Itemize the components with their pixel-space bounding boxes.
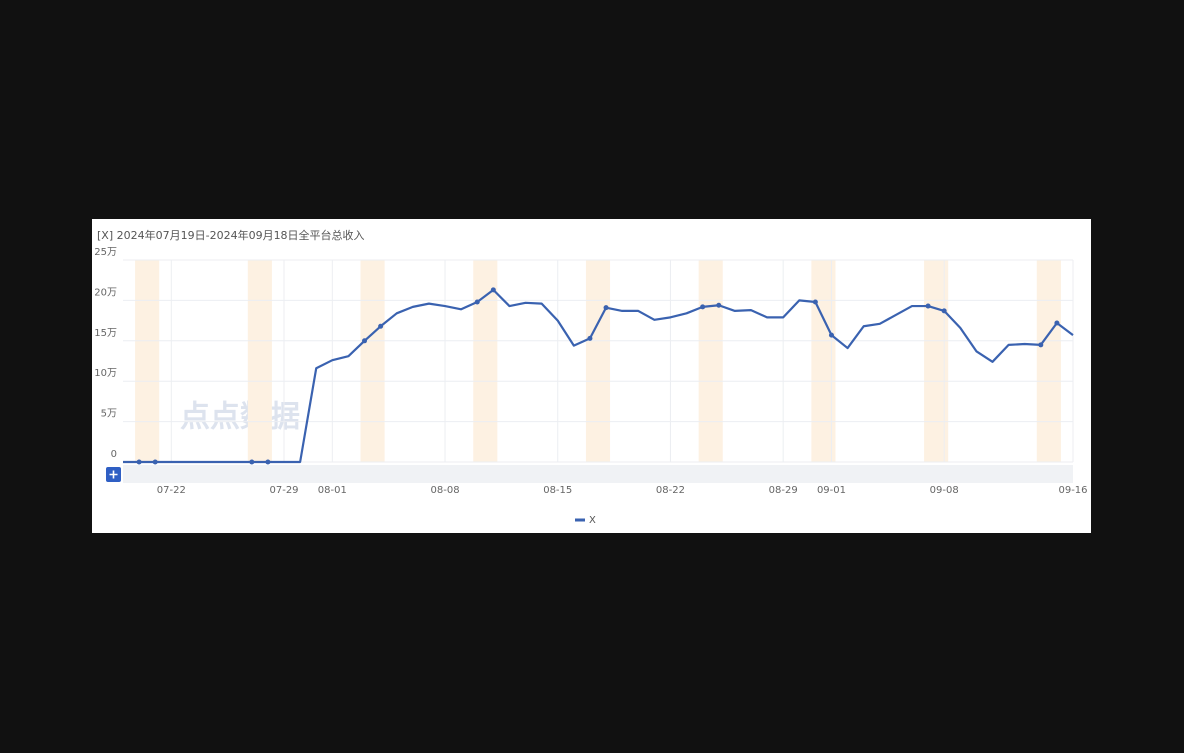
- point: [1054, 320, 1060, 326]
- point: [265, 459, 271, 465]
- point: [1038, 342, 1044, 348]
- point: [828, 332, 834, 338]
- x-tick-label: 07-29: [269, 485, 298, 496]
- y-tick-label: 0: [111, 449, 117, 460]
- weekend-band: [585, 260, 611, 462]
- x-tick-label: 09-16: [1058, 485, 1087, 496]
- weekend-band: [698, 260, 723, 462]
- point: [152, 459, 158, 465]
- point: [362, 338, 368, 344]
- y-tick-label: 20万: [94, 287, 117, 298]
- x-tick-label: 08-22: [656, 485, 685, 496]
- x-tick-label: 08-15: [543, 485, 572, 496]
- x-tick-label: 07-22: [157, 485, 186, 496]
- x-tick-label: 08-01: [318, 485, 347, 496]
- y-tick-label: 25万: [94, 247, 117, 258]
- point: [378, 323, 384, 329]
- point: [603, 305, 609, 311]
- point: [716, 302, 722, 308]
- weekend-band: [247, 260, 272, 462]
- y-tick-label: 5万: [101, 409, 117, 420]
- point: [249, 459, 255, 465]
- line: [123, 288, 1074, 464]
- watermark: 点点数据: [180, 400, 300, 435]
- point: [587, 335, 593, 341]
- weekend-band: [360, 260, 385, 462]
- x-tick-label: 09-01: [817, 485, 846, 496]
- y-tick-label: 10万: [94, 368, 117, 379]
- point: [136, 459, 142, 465]
- scroll-track: [123, 465, 1073, 483]
- x-tick-label: 08-29: [769, 485, 798, 496]
- y-tick-label: 15万: [94, 328, 117, 339]
- x-tick-label: 09-08: [930, 485, 959, 496]
- chart-title: [X] 2024年07月19日-2024年09月18日全平台总收入: [97, 228, 365, 242]
- point: [812, 299, 818, 305]
- legend-swatch: [575, 518, 585, 522]
- x-tick-label: 08-08: [431, 485, 460, 496]
- point: [490, 287, 496, 293]
- point: [474, 299, 480, 305]
- point: [700, 304, 706, 310]
- legend-label: X: [589, 515, 596, 526]
- point: [941, 308, 947, 314]
- weekend-band: [135, 260, 160, 462]
- point: [925, 303, 931, 309]
- plus-icon: [109, 470, 118, 479]
- weekend-band: [1036, 260, 1061, 462]
- weekend-band: [473, 260, 498, 462]
